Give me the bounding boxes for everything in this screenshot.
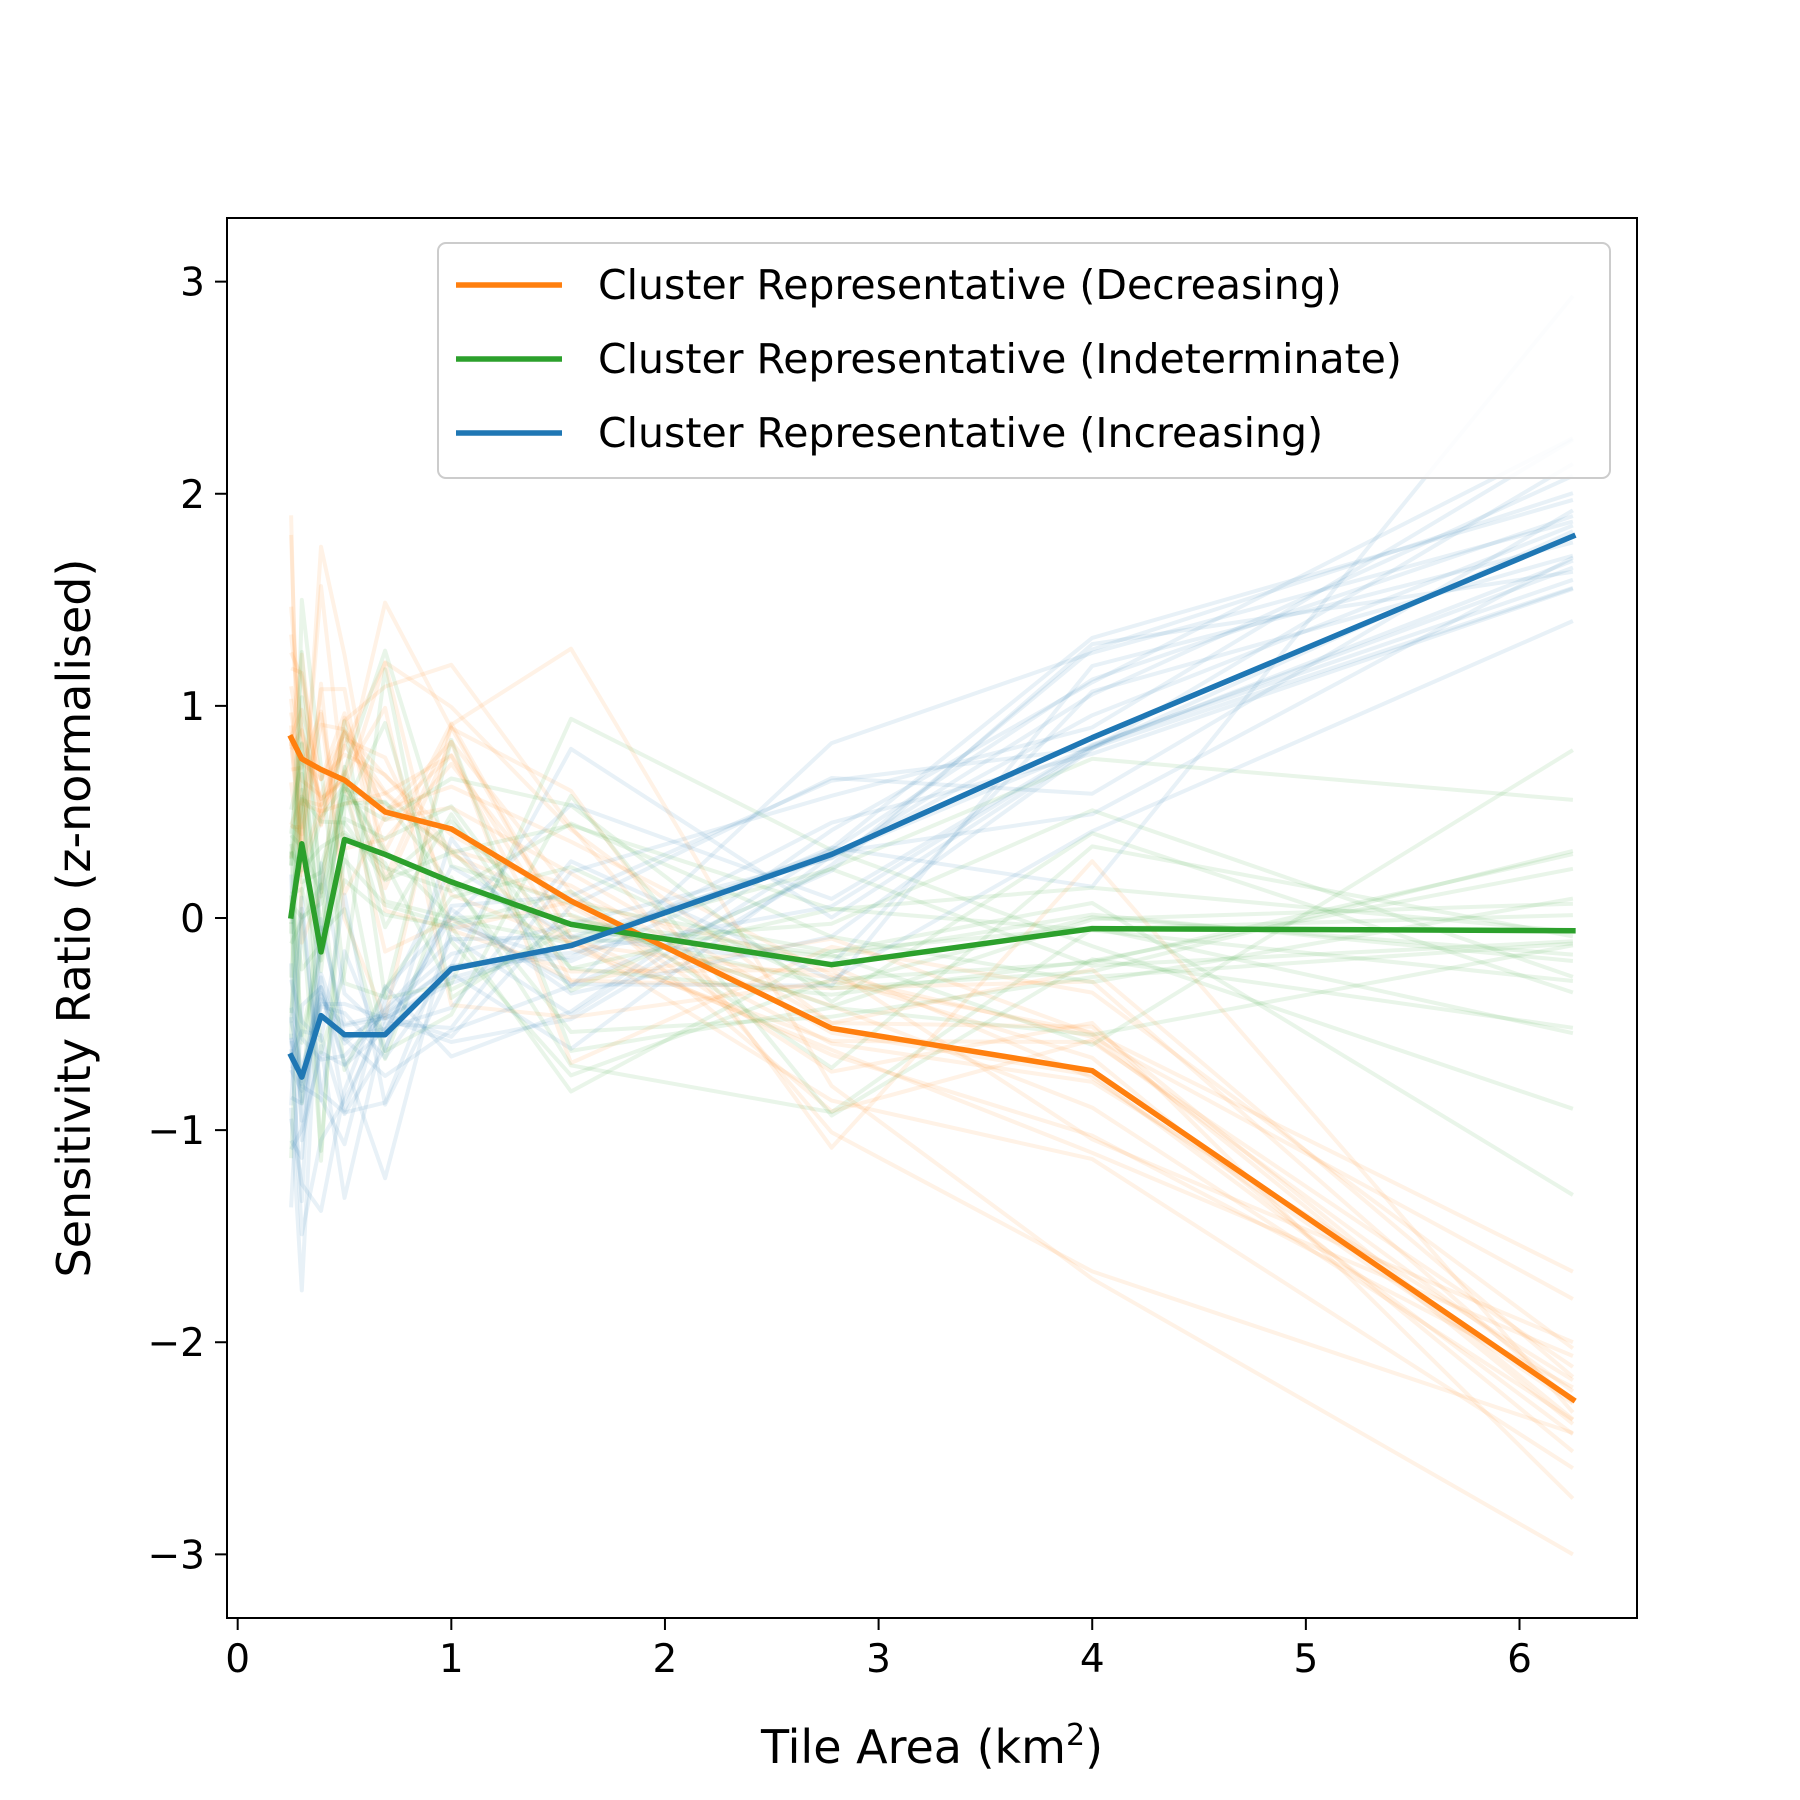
background-series-line bbox=[289, 742, 1574, 997]
background-series-line bbox=[289, 851, 1574, 1094]
background-series-line bbox=[289, 437, 1574, 1200]
background-series-line bbox=[289, 606, 1574, 1358]
legend: Cluster Representative (Decreasing) Clust… bbox=[437, 242, 1611, 479]
y-tick-label: 0 bbox=[180, 897, 205, 942]
background-series-line bbox=[289, 695, 1574, 1111]
background-series-line bbox=[289, 436, 1574, 1213]
series-line bbox=[287, 836, 1576, 968]
background-series-line bbox=[289, 497, 1574, 1115]
background-series-line bbox=[289, 821, 1574, 985]
x-tick-label: 5 bbox=[1293, 1637, 1318, 1682]
background-series-line bbox=[289, 741, 1573, 1115]
background-series-line bbox=[289, 781, 1574, 968]
y-axis: −3 −2 −1 0 1 2 3 bbox=[148, 261, 227, 1578]
background-series-line bbox=[289, 650, 1574, 1004]
background-series-line bbox=[289, 600, 1575, 1414]
y-tick-label: 2 bbox=[180, 473, 205, 518]
background-series-line bbox=[289, 462, 1574, 1204]
y-tick-label: −3 bbox=[148, 1533, 206, 1578]
y-axis-title: Sensitivity Ratio (z-normalised) bbox=[47, 559, 101, 1278]
background-series-line bbox=[289, 652, 1574, 1435]
background-series-line bbox=[289, 634, 1574, 1382]
background-series-line bbox=[290, 584, 1575, 1379]
x-tick-label: 2 bbox=[653, 1637, 678, 1682]
background-series-line bbox=[289, 712, 1575, 1426]
background-series-line bbox=[290, 833, 1574, 992]
background-series-line bbox=[289, 519, 1574, 1103]
x-axis: 0 1 2 3 4 5 6 bbox=[225, 1618, 1532, 1682]
x-tick-label: 6 bbox=[1507, 1637, 1532, 1682]
x-tick-label: 0 bbox=[225, 1637, 250, 1682]
y-tick-label: −1 bbox=[148, 1109, 206, 1154]
background-series-line bbox=[289, 799, 1574, 988]
background-series-line bbox=[289, 667, 1574, 1055]
background-series-line bbox=[289, 844, 1574, 1070]
background-series-line bbox=[289, 294, 1575, 1208]
y-tick-label: 1 bbox=[180, 685, 205, 730]
legend-label: Cluster Representative (Decreasing) bbox=[598, 261, 1342, 309]
background-series-line bbox=[289, 794, 1574, 1159]
background-series-line bbox=[289, 553, 1574, 1113]
background-series-line bbox=[289, 540, 1574, 1151]
background-series-line bbox=[290, 666, 1574, 1390]
background-series-line bbox=[289, 491, 1574, 1237]
legend-label: Cluster Representative (Indeterminate) bbox=[598, 335, 1402, 383]
y-tick-label: −2 bbox=[148, 1321, 206, 1366]
background-series-line bbox=[289, 721, 1574, 1163]
x-tick-label: 3 bbox=[866, 1637, 891, 1682]
x-tick-label: 1 bbox=[439, 1637, 464, 1682]
legend-label: Cluster Representative (Increasing) bbox=[598, 409, 1323, 457]
background-series-line bbox=[289, 577, 1574, 1147]
y-tick-label: 3 bbox=[180, 261, 205, 306]
background-series-line bbox=[289, 619, 1574, 1293]
series-line bbox=[287, 734, 1577, 1404]
background-series-line bbox=[289, 783, 1574, 1014]
background-series-line bbox=[290, 709, 1574, 1422]
background-series-line bbox=[289, 558, 1574, 1107]
background-series-line bbox=[289, 661, 1574, 1345]
background-series-line bbox=[289, 712, 1575, 1406]
legend-box bbox=[437, 242, 1611, 479]
background-series-line bbox=[289, 698, 1575, 1369]
background-series-line bbox=[289, 707, 1575, 1436]
background-series-line bbox=[289, 534, 1574, 1557]
background-series-line bbox=[289, 764, 1573, 1009]
x-axis-title: Tile Area (km2) bbox=[760, 1718, 1103, 1774]
x-tick-label: 4 bbox=[1080, 1637, 1105, 1682]
background-series-line bbox=[289, 730, 1575, 1421]
background-series-line bbox=[289, 544, 1574, 1470]
representative-lines bbox=[287, 532, 1577, 1404]
series-line bbox=[287, 532, 1577, 1080]
background-series-line bbox=[289, 705, 1574, 1274]
background-series-line bbox=[289, 515, 1575, 1350]
background-series-line bbox=[289, 722, 1574, 1301]
background-series-line bbox=[290, 586, 1574, 1074]
background-series-line bbox=[289, 529, 1574, 1117]
background-series-line bbox=[289, 651, 1575, 1394]
